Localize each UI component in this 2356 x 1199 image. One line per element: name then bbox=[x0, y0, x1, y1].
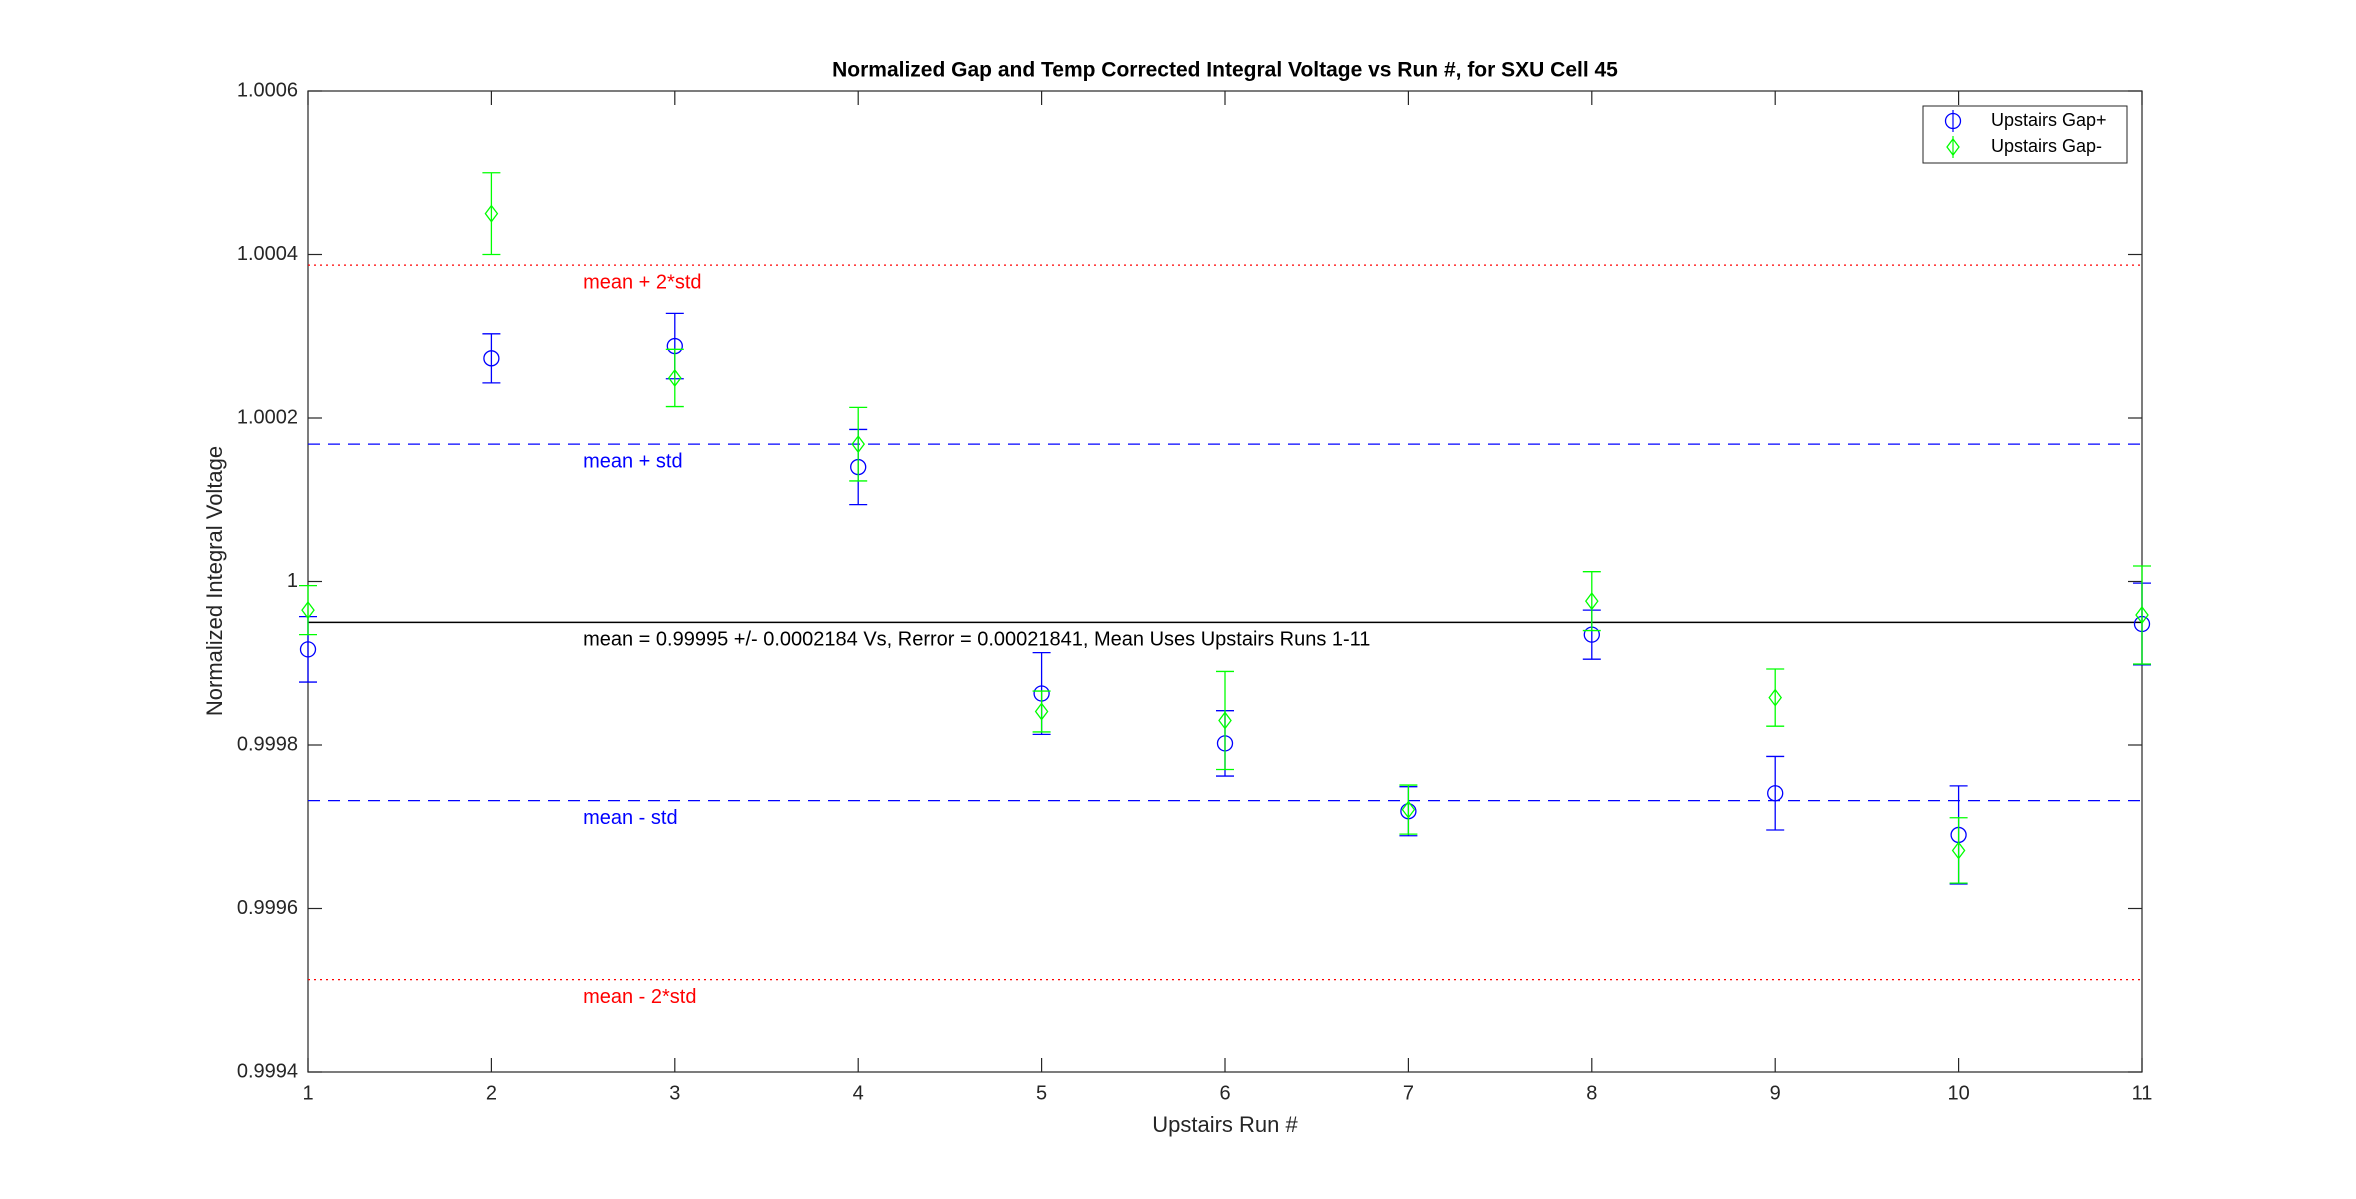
x-tick-label: 11 bbox=[2132, 1082, 2153, 1104]
y-axis-label: Normalized Integral Voltage bbox=[202, 446, 227, 716]
x-tick-label: 6 bbox=[1219, 1082, 1230, 1104]
marker bbox=[2135, 605, 2149, 625]
chart-title: Normalized Gap and Temp Corrected Integr… bbox=[832, 59, 1618, 82]
marker bbox=[1034, 702, 1049, 721]
x-tick-label: 10 bbox=[1947, 1082, 1969, 1104]
x-tick-label: 7 bbox=[1403, 1082, 1414, 1104]
error-bar bbox=[1949, 817, 1968, 884]
error-bar bbox=[665, 348, 684, 408]
error-bar bbox=[1766, 755, 1785, 831]
marker bbox=[1951, 841, 1966, 860]
y-tick-label: 1.0004 bbox=[237, 243, 298, 265]
reference-label: mean + std bbox=[583, 450, 683, 472]
reference-label: mean - 2*std bbox=[583, 986, 696, 1008]
error-bar bbox=[482, 172, 501, 256]
reference-label: mean - std bbox=[583, 807, 677, 829]
legend-marker bbox=[1944, 112, 1962, 130]
marker bbox=[1768, 688, 1783, 707]
x-tick-label: 1 bbox=[302, 1082, 313, 1104]
error-bar bbox=[2133, 565, 2151, 665]
marker bbox=[299, 641, 317, 658]
legend-box bbox=[1922, 105, 2128, 164]
marker bbox=[1584, 592, 1599, 611]
x-tick-label: 2 bbox=[486, 1082, 497, 1104]
marker bbox=[483, 350, 500, 367]
reference-label: mean + 2*std bbox=[583, 271, 701, 293]
error-bar bbox=[482, 333, 501, 384]
x-tick-label: 4 bbox=[853, 1082, 864, 1104]
reference-label: mean = 0.99995 +/- 0.0002184 Vs, Rerror … bbox=[583, 629, 1370, 651]
y-tick-label: 0.9998 bbox=[237, 733, 298, 755]
error-bar bbox=[1216, 670, 1234, 771]
legend-label: Upstairs Gap- bbox=[1991, 136, 2102, 156]
y-tick-label: 1.0006 bbox=[237, 79, 298, 101]
marker bbox=[851, 435, 866, 454]
error-bar bbox=[299, 584, 317, 636]
x-tick-label: 3 bbox=[669, 1082, 680, 1104]
y-tick-label: 1 bbox=[287, 570, 298, 592]
error-bar bbox=[1032, 690, 1051, 733]
error-bar bbox=[1766, 668, 1785, 727]
marker bbox=[301, 601, 315, 620]
error-bar bbox=[1582, 571, 1601, 632]
error-bar bbox=[849, 406, 868, 482]
x-axis-label: Upstairs Run # bbox=[1152, 1112, 1298, 1137]
marker bbox=[484, 204, 499, 223]
marker bbox=[667, 368, 682, 388]
marker bbox=[1401, 800, 1416, 819]
marker bbox=[1767, 785, 1784, 802]
error-bar bbox=[1399, 784, 1418, 835]
x-tick-label: 9 bbox=[1770, 1082, 1781, 1104]
x-tick-label: 5 bbox=[1036, 1082, 1047, 1104]
legend-label: Upstairs Gap+ bbox=[1991, 110, 2107, 130]
y-tick-label: 0.9996 bbox=[237, 897, 298, 919]
marker bbox=[1218, 711, 1232, 730]
legend-marker bbox=[1946, 137, 1960, 157]
y-tick-label: 1.0002 bbox=[237, 406, 298, 428]
x-tick-label: 8 bbox=[1586, 1082, 1597, 1104]
y-tick-label: 0.9994 bbox=[237, 1060, 298, 1082]
